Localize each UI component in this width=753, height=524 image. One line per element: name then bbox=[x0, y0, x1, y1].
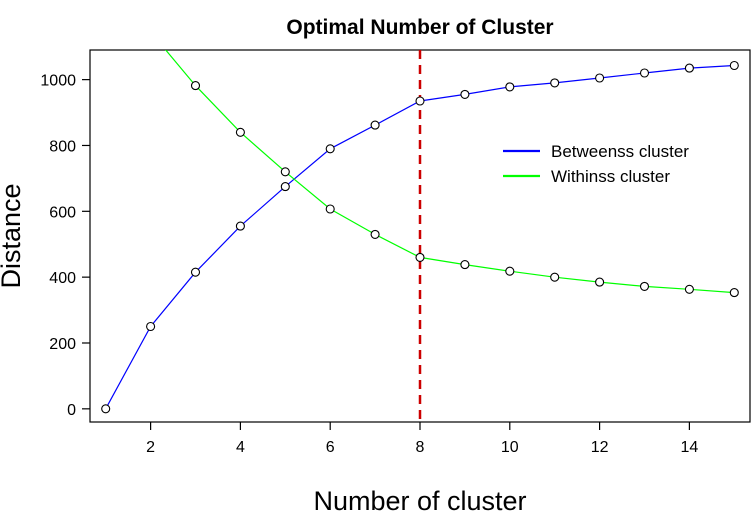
withinss-cluster-point bbox=[505, 266, 515, 276]
x-tick-label: 8 bbox=[416, 439, 425, 456]
betweenss-cluster-point bbox=[505, 82, 515, 92]
withinss-cluster-point bbox=[550, 272, 560, 282]
withinss-cluster-point bbox=[147, 28, 155, 36]
x-axis-title: Number of cluster bbox=[313, 486, 526, 516]
legend-label-withinss-cluster: Withinss cluster bbox=[551, 167, 670, 186]
x-tick-label: 2 bbox=[146, 439, 155, 456]
withinss-cluster-point bbox=[460, 260, 470, 270]
withinss-cluster-point bbox=[729, 288, 739, 298]
withinss-cluster-point bbox=[595, 277, 605, 287]
betweenss-cluster-point bbox=[639, 68, 650, 78]
chart-title: Optimal Number of Cluster bbox=[286, 16, 553, 39]
betweenss-cluster-point bbox=[550, 78, 560, 88]
betweenss-cluster-point bbox=[460, 89, 470, 99]
y-tick-label: 1000 bbox=[40, 73, 76, 90]
betweenss-cluster-point bbox=[684, 63, 694, 73]
legend-label-betweenss-cluster: Betweenss cluster bbox=[551, 142, 689, 161]
legend: Betweenss cluster Withinss cluster bbox=[503, 142, 689, 186]
withinss-cluster-point bbox=[235, 127, 245, 137]
withinss-cluster-point bbox=[280, 167, 290, 177]
y-tick-label: 0 bbox=[67, 402, 76, 419]
x-axis: 2 4 6 8 10 12 14 bbox=[146, 422, 698, 456]
betweenss-cluster-point bbox=[280, 182, 290, 192]
betweenss-cluster-point bbox=[595, 73, 605, 83]
y-tick-label: 400 bbox=[49, 270, 76, 287]
betweenss-cluster-point bbox=[370, 120, 380, 130]
withinss-cluster-point bbox=[639, 281, 650, 291]
y-axis-title: Distance bbox=[0, 183, 26, 288]
y-tick-label: 200 bbox=[49, 336, 76, 353]
betweenss-cluster-point bbox=[325, 144, 335, 154]
withinss-cluster-point bbox=[370, 229, 380, 239]
betweenss-cluster-point bbox=[415, 96, 425, 106]
x-tick-label: 14 bbox=[680, 439, 698, 456]
y-tick-label: 600 bbox=[49, 204, 76, 221]
withinss-cluster-point bbox=[325, 204, 335, 214]
withinss-cluster-point bbox=[684, 284, 694, 294]
y-tick-label: 800 bbox=[49, 138, 76, 155]
x-tick-label: 4 bbox=[236, 439, 245, 456]
y-axis: 0 200 400 600 800 1000 bbox=[40, 73, 90, 419]
betweenss-cluster-point bbox=[101, 404, 111, 414]
betweenss-cluster-point bbox=[235, 221, 245, 231]
betweenss-cluster-point bbox=[729, 60, 739, 71]
x-tick-label: 10 bbox=[501, 439, 519, 456]
withinss-cluster-point bbox=[190, 81, 201, 91]
betweenss-cluster-point bbox=[190, 267, 201, 277]
x-tick-label: 12 bbox=[591, 439, 609, 456]
x-tick-label: 6 bbox=[326, 439, 335, 456]
betweenss-cluster-point bbox=[146, 321, 156, 332]
withinss-cluster-point bbox=[415, 252, 425, 262]
plot-area bbox=[101, 28, 739, 422]
